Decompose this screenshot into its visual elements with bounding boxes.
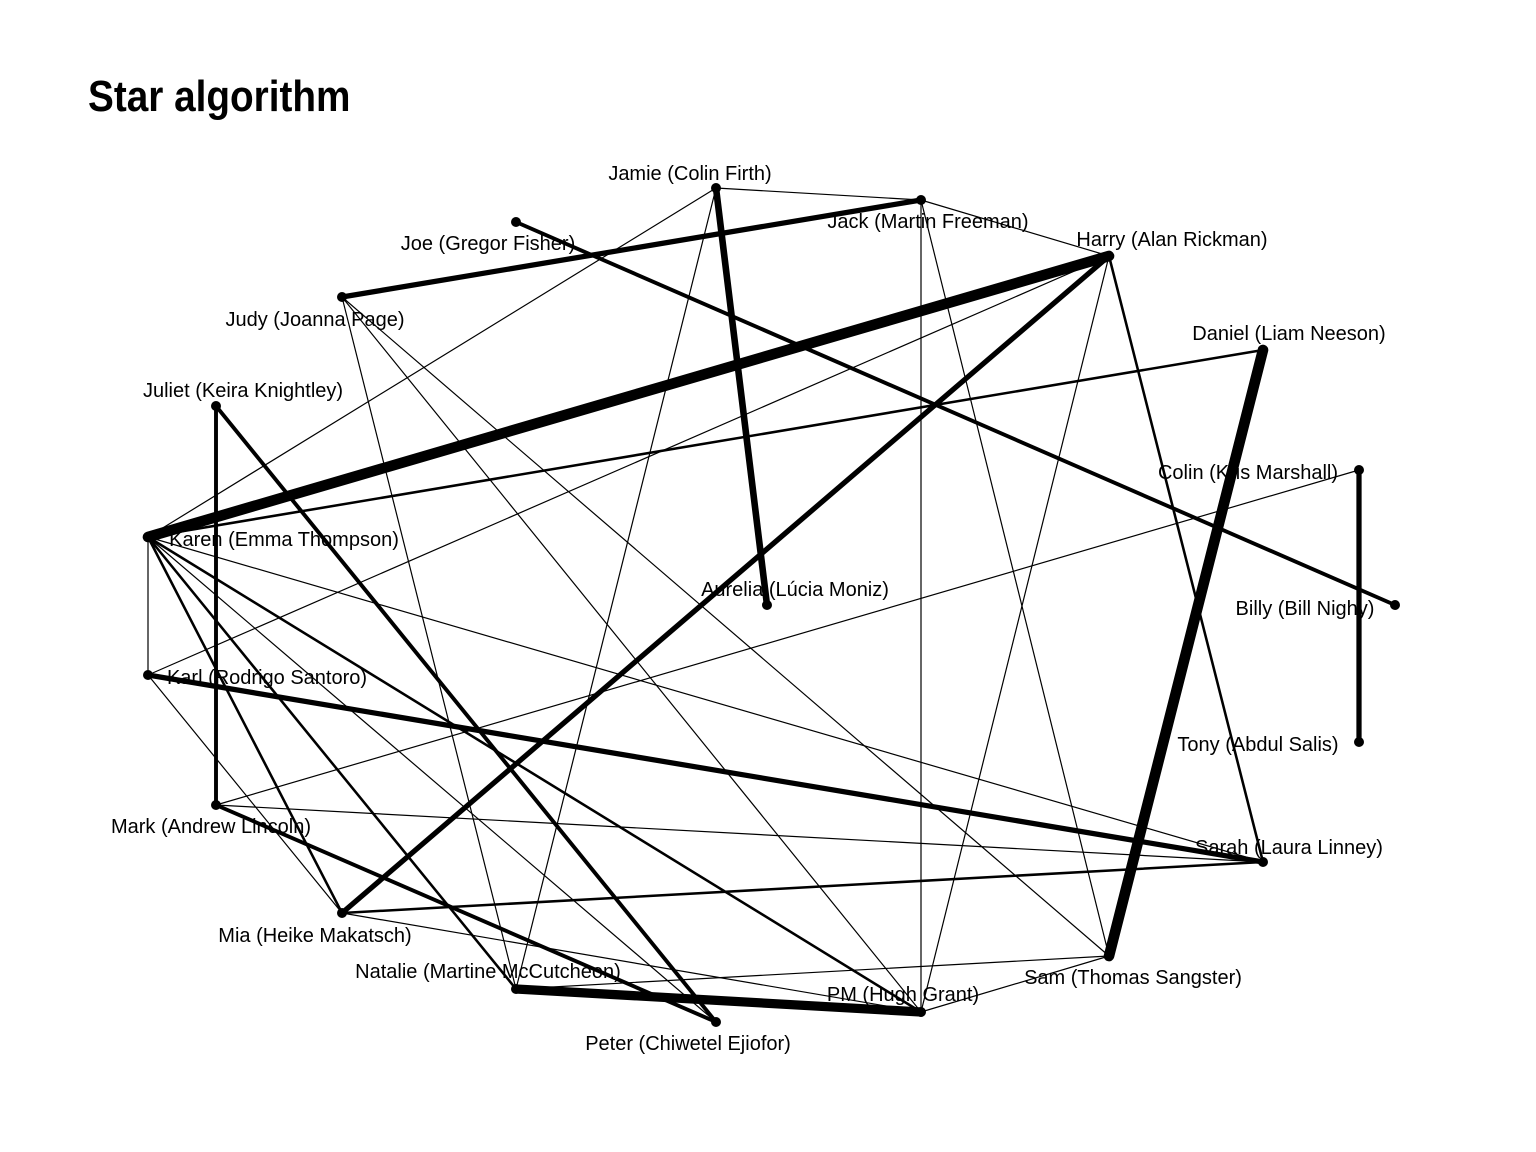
node-label-colin: Colin (Kris Marshall)	[1158, 462, 1338, 484]
node-label-natalie: Natalie (Martine McCutcheon)	[355, 961, 621, 983]
node-label-billy: Billy (Bill Nighy)	[1236, 598, 1375, 620]
edge-jamie-jack	[715, 187, 922, 201]
edge-harry-pm	[920, 255, 1110, 1013]
node-aurelia	[762, 600, 772, 610]
edge-judy-jack	[339, 197, 924, 300]
node-peter	[711, 1017, 721, 1027]
nodes-layer	[143, 183, 1400, 1027]
edge-mark-peter	[214, 803, 718, 1024]
node-label-tony: Tony (Abdul Salis)	[1177, 734, 1338, 756]
node-judy	[337, 292, 347, 302]
edge-karen-harry	[142, 250, 1115, 543]
node-label-aurelia: Aurelia (Lúcia Moniz)	[701, 579, 889, 601]
node-karl	[143, 670, 153, 680]
edges-layer	[142, 184, 1397, 1024]
edge-mia-sarah	[340, 860, 1265, 915]
edge-mia-pm	[341, 912, 922, 1013]
node-harry	[1104, 251, 1114, 261]
node-label-peter: Peter (Chiwetel Ejiofor)	[585, 1033, 791, 1055]
edge-karen-natalie	[146, 535, 518, 991]
node-mark	[211, 800, 221, 810]
node-colin	[1354, 465, 1364, 475]
edge-jamie-aurelia	[712, 184, 771, 609]
edge-karen-daniel	[146, 348, 1265, 539]
edge-karen-mia	[146, 535, 344, 915]
edge-joe-billy	[514, 220, 1397, 607]
node-billy	[1390, 600, 1400, 610]
node-jack	[916, 195, 926, 205]
labels-layer: Jamie (Colin Firth) Jack (Martin Freeman)…	[111, 163, 1386, 1055]
node-label-joe: Joe (Gregor Fisher)	[401, 233, 576, 255]
node-jamie	[711, 183, 721, 193]
node-daniel	[1258, 345, 1268, 355]
node-sarah	[1258, 857, 1268, 867]
edge-karen-jamie	[147, 187, 717, 538]
edge-juliet-peter	[214, 404, 718, 1024]
node-mia	[337, 908, 347, 918]
node-label-harry: Harry (Alan Rickman)	[1076, 229, 1267, 251]
node-tony	[1354, 737, 1364, 747]
edge-karl-sarah	[145, 672, 1266, 865]
edge-judy-pm	[341, 296, 922, 1013]
node-label-juliet: Juliet (Keira Knightley)	[143, 380, 343, 402]
edge-harry-karl	[147, 255, 1110, 676]
edge-mark-sarah	[215, 804, 1264, 863]
node-label-jamie: Jamie (Colin Firth)	[608, 163, 771, 185]
node-label-daniel: Daniel (Liam Neeson)	[1192, 323, 1385, 345]
node-karen	[143, 532, 153, 542]
edge-mark-colin	[215, 469, 1360, 806]
edge-karen-peter	[147, 536, 717, 1023]
node-juliet	[211, 401, 221, 411]
node-label-sarah: Sarah (Laura Linney)	[1195, 837, 1383, 859]
node-label-jack: Jack (Martin Freeman)	[827, 211, 1028, 233]
edge-daniel-sam	[1103, 344, 1269, 962]
edge-karen-sarah	[147, 536, 1264, 863]
node-label-mark: Mark (Andrew Lincoln)	[111, 816, 311, 838]
edge-natalie-pm	[511, 984, 926, 1017]
chart-title: Star algorithm	[88, 72, 351, 121]
node-label-pm: PM (Hugh Grant)	[827, 984, 979, 1006]
edge-jamie-natalie	[515, 187, 717, 990]
edge-sam-pm	[920, 955, 1110, 1013]
node-label-judy: Judy (Joanna Page)	[225, 309, 404, 331]
node-label-sam: Sam (Thomas Sangster)	[1024, 967, 1242, 989]
node-sam	[1104, 951, 1114, 961]
node-label-mia: Mia (Heike Makatsch)	[218, 925, 411, 947]
edge-jack-harry	[920, 199, 1110, 257]
node-label-karen: Karen (Emma Thompson)	[169, 529, 399, 551]
edge-jack-sam	[920, 199, 1110, 957]
node-natalie	[511, 984, 521, 994]
node-pm	[916, 1007, 926, 1017]
edge-karl-mia	[147, 674, 343, 914]
edge-karen-pm	[146, 535, 923, 1014]
edge-judy-natalie	[341, 296, 517, 990]
edge-harry-sarah	[1107, 254, 1265, 864]
node-label-karl: Karl (Rodrigo Santoro)	[167, 667, 367, 689]
edge-natalie-sam	[515, 955, 1110, 990]
edge-mia-harry	[339, 253, 1112, 916]
node-joe	[511, 217, 521, 227]
